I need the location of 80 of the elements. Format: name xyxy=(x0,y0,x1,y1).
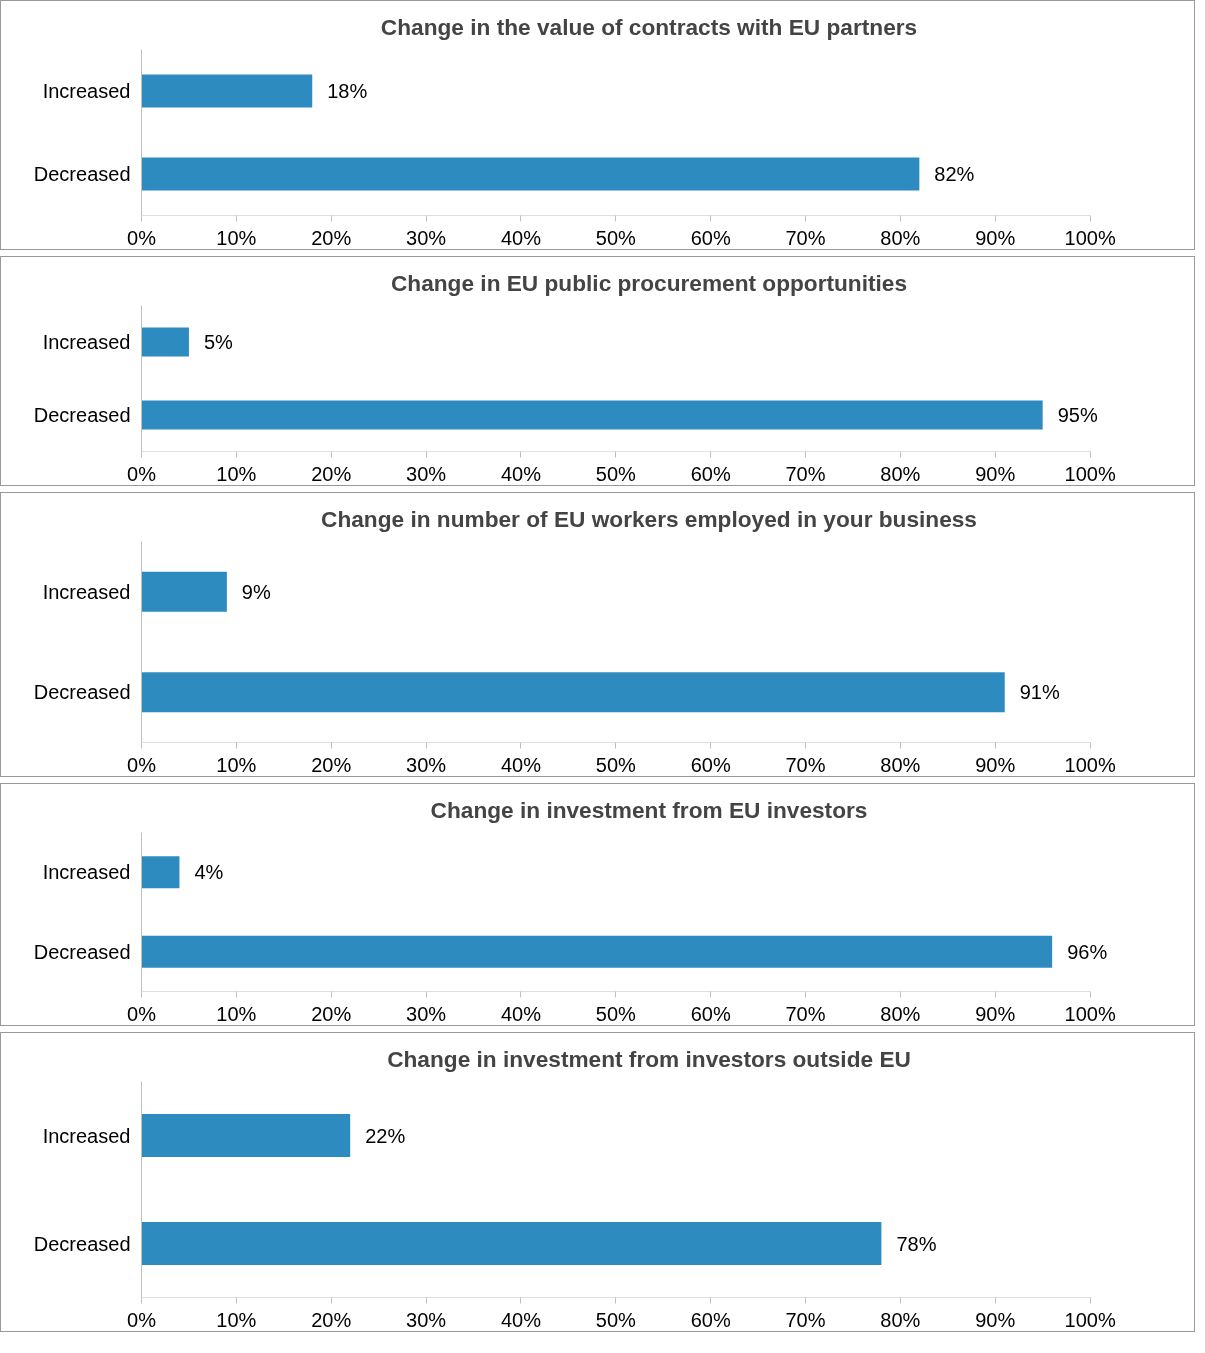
x-tick-label: 10% xyxy=(216,1308,257,1331)
data-label: 96% xyxy=(1067,940,1108,963)
chart-title: Change in investment from EU investors xyxy=(430,796,868,823)
x-tick-label: 100% xyxy=(1064,1002,1116,1025)
chart-title: Change in investment from investors outside EU xyxy=(387,1045,911,1072)
y-tick-label: Decreased xyxy=(33,940,131,963)
x-tick-label: 30% xyxy=(406,226,447,249)
y-tick-label: Decreased xyxy=(33,1232,131,1255)
x-tick-label: 70% xyxy=(785,1308,826,1331)
x-tick-label: 90% xyxy=(975,226,1016,249)
x-tick-label: 100% xyxy=(1064,226,1116,249)
x-tick-label: 70% xyxy=(785,1002,826,1025)
y-tick-label: Increased xyxy=(42,331,131,353)
x-tick-label: 20% xyxy=(311,226,352,249)
x-tick-label: 80% xyxy=(880,462,921,485)
x-tick-label: 20% xyxy=(311,1308,352,1331)
x-tick-label: 30% xyxy=(406,1002,447,1025)
x-tick-label: 40% xyxy=(500,462,542,485)
y-tick-label: Decreased xyxy=(33,404,131,426)
x-tick-label: 70% xyxy=(785,753,826,776)
x-tick-label: 100% xyxy=(1064,753,1116,776)
x-tick-label: 70% xyxy=(785,462,826,485)
x-tick-label: 80% xyxy=(880,753,921,776)
x-tick-label: 10% xyxy=(216,226,257,249)
y-tick-label: Increased xyxy=(42,1124,131,1147)
y-tick-label: Increased xyxy=(42,580,131,603)
x-tick-label: 0% xyxy=(127,1308,157,1331)
x-tick-label: 10% xyxy=(216,753,257,776)
x-tick-label: 0% xyxy=(127,753,157,776)
x-tick-label: 90% xyxy=(975,1308,1016,1331)
x-tick-label: 40% xyxy=(500,1002,542,1025)
chart-title: Change in EU public procurement opportunities xyxy=(390,269,908,296)
x-tick-label: 30% xyxy=(406,753,447,776)
x-tick-label: 20% xyxy=(311,462,352,485)
x-tick-label: 100% xyxy=(1064,1308,1116,1331)
x-tick-label: 70% xyxy=(785,226,826,249)
x-tick-label: 60% xyxy=(690,1002,731,1025)
x-tick-label: 60% xyxy=(690,462,731,485)
data-label: 78% xyxy=(896,1232,937,1255)
x-tick-label: 50% xyxy=(595,753,637,776)
y-tick-label: Decreased xyxy=(33,163,131,185)
chart-title: Change in number of EU workers employed in your business xyxy=(321,505,977,532)
x-tick-label: 0% xyxy=(127,462,157,485)
x-tick-label: 20% xyxy=(311,753,352,776)
x-tick-label: 100% xyxy=(1064,462,1116,485)
data-label: 5% xyxy=(203,331,234,353)
data-label: 4% xyxy=(194,861,224,884)
x-tick-label: 10% xyxy=(216,1002,257,1025)
x-tick-label: 40% xyxy=(500,226,542,249)
x-tick-label: 60% xyxy=(690,1308,731,1331)
x-tick-label: 90% xyxy=(975,753,1016,776)
x-tick-label: 0% xyxy=(127,226,157,249)
y-tick-label: Increased xyxy=(42,80,131,102)
x-tick-label: 90% xyxy=(975,462,1016,485)
x-tick-label: 10% xyxy=(216,462,257,485)
x-tick-label: 50% xyxy=(595,462,637,485)
x-tick-label: 30% xyxy=(406,1308,447,1331)
x-tick-label: 60% xyxy=(690,226,731,249)
x-tick-label: 30% xyxy=(406,462,447,485)
x-tick-label: 0% xyxy=(127,1002,157,1025)
x-tick-label: 60% xyxy=(690,753,731,776)
data-label: 22% xyxy=(365,1124,406,1147)
y-tick-label: Decreased xyxy=(33,681,131,704)
data-label: 82% xyxy=(934,163,975,185)
x-tick-label: 50% xyxy=(595,226,637,249)
data-label: 18% xyxy=(327,80,368,102)
x-tick-label: 90% xyxy=(975,1002,1016,1025)
x-tick-label: 50% xyxy=(595,1308,637,1331)
data-label: 9% xyxy=(241,580,271,603)
x-tick-label: 80% xyxy=(880,226,921,249)
chart-title: Change in the value of contracts with EU partners xyxy=(380,13,918,40)
x-tick-label: 50% xyxy=(595,1002,637,1025)
x-tick-label: 80% xyxy=(880,1002,921,1025)
y-tick-label: Increased xyxy=(42,861,131,884)
data-label: 91% xyxy=(1019,681,1060,704)
x-tick-label: 80% xyxy=(880,1308,921,1331)
data-label: 95% xyxy=(1057,404,1098,426)
x-tick-label: 40% xyxy=(500,753,542,776)
x-tick-label: 20% xyxy=(311,1002,352,1025)
x-tick-label: 40% xyxy=(500,1308,542,1331)
